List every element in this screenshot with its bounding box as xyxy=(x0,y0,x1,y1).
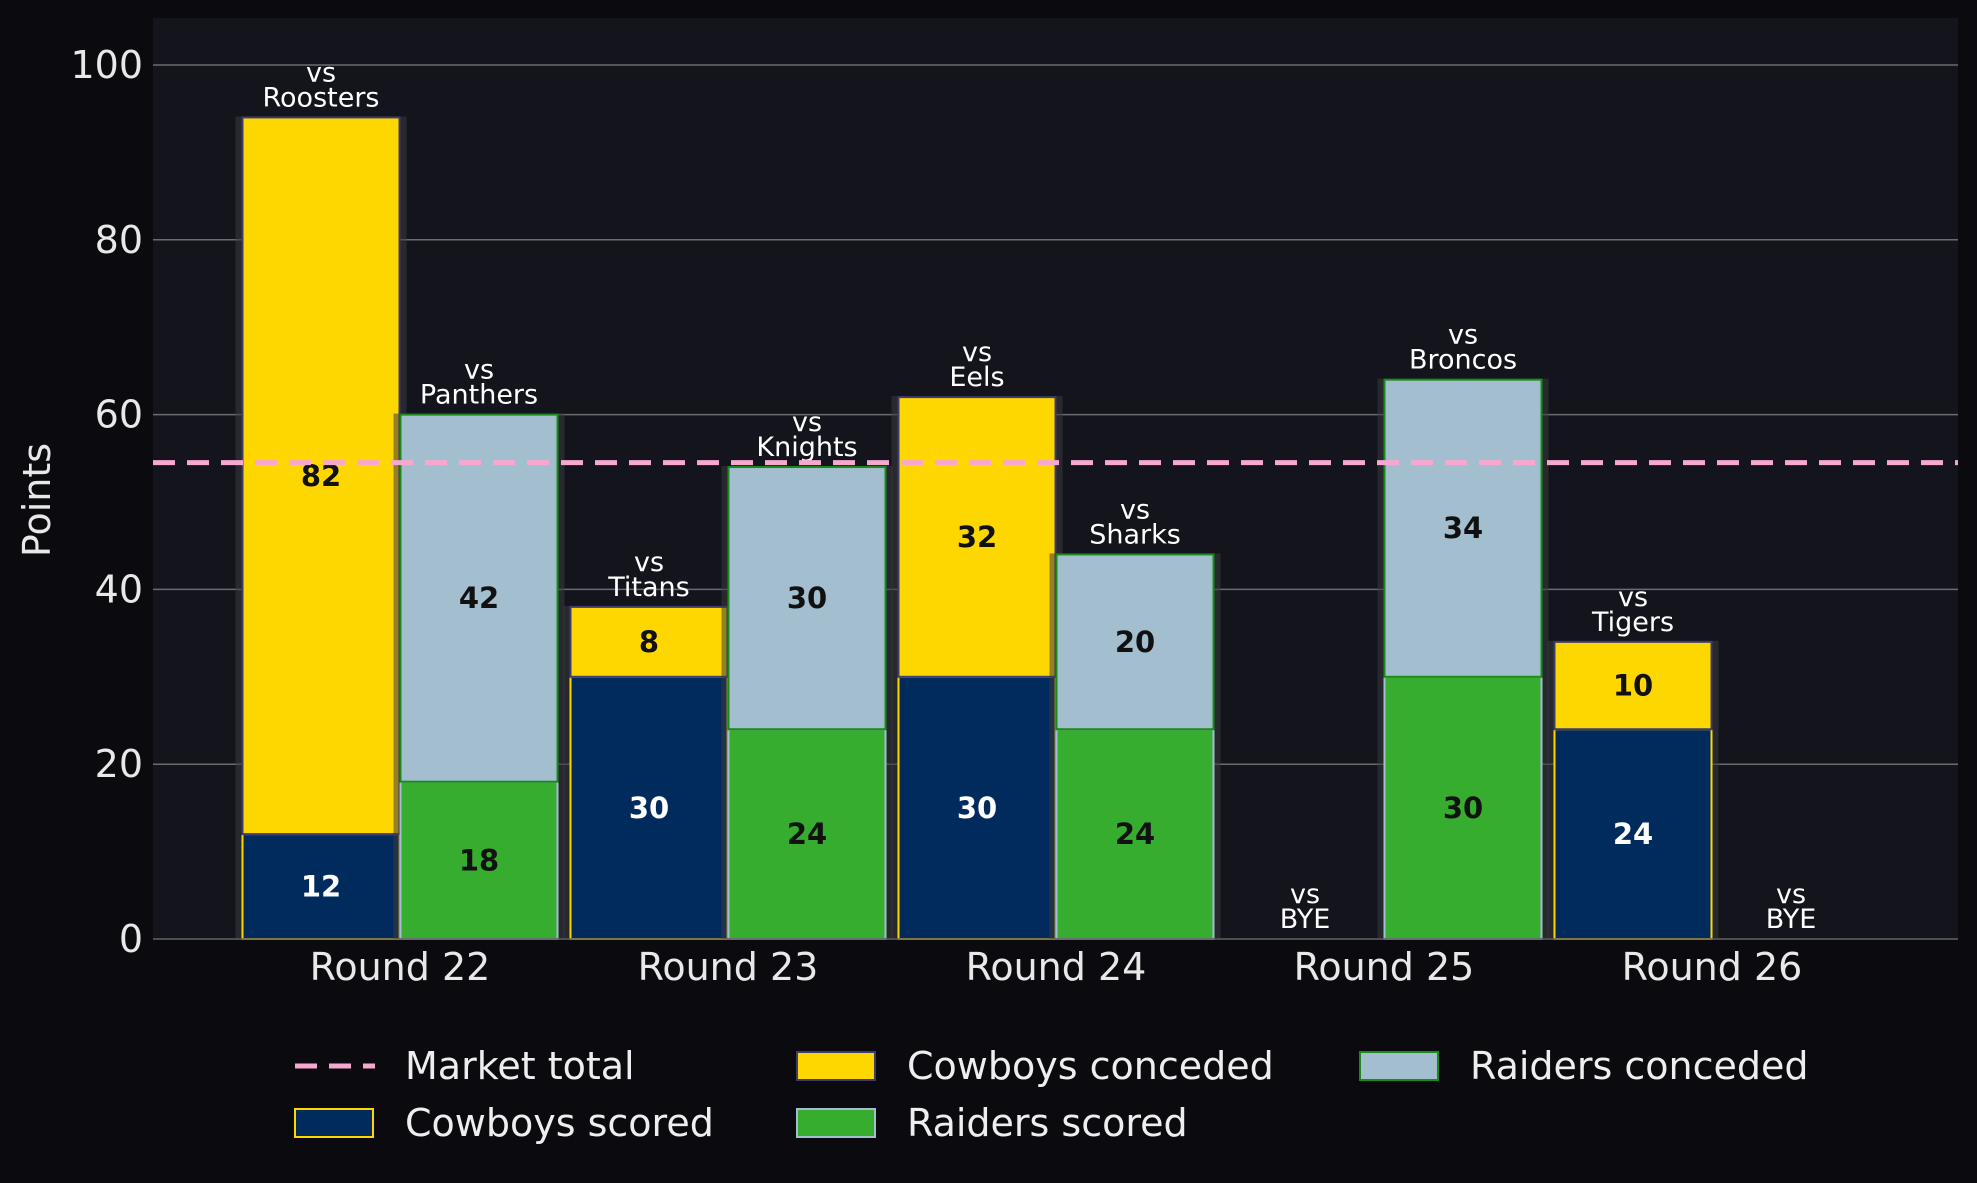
cowboys-scored-value: 24 xyxy=(1613,817,1653,851)
raiders-conceded-bar xyxy=(727,466,887,731)
raiders-scored-value: 18 xyxy=(459,843,499,877)
legend-cowboys-scored-swatch xyxy=(294,1108,374,1138)
cowboys-conceded-value: 32 xyxy=(957,520,997,554)
raiders-opponent-label: vs BYE xyxy=(1766,879,1817,935)
y-tick-label: 60 xyxy=(95,393,143,437)
raiders-opponent-label: vs Knights xyxy=(756,407,857,463)
legend-raiders-scored-label: Raiders scored xyxy=(907,1101,1188,1145)
legend-cowboys-conceded-label: Cowboys conceded xyxy=(907,1044,1274,1088)
raiders-conceded-value: 42 xyxy=(459,581,499,615)
cowboys-scored-value: 12 xyxy=(301,870,341,904)
raiders-opponent-label: vs Panthers xyxy=(420,355,538,411)
cowboys-scored-bar xyxy=(897,675,1057,940)
cowboys-conceded-value: 10 xyxy=(1613,669,1653,703)
cowboys-conceded-value: 8 xyxy=(639,625,659,659)
y-tick-label: 20 xyxy=(95,742,143,786)
raiders-conceded-bar xyxy=(1055,553,1215,731)
bars xyxy=(235,116,1719,940)
legend: Market total Cowboys conceded Raiders conc… xyxy=(294,1044,1809,1145)
raiders-conceded-bar xyxy=(399,413,559,783)
cowboys-opponent-label: vs Titans xyxy=(607,547,689,603)
axes: 0 20 40 60 80 100 Round 22 Round 23 Round 24 Roun… xyxy=(70,43,1958,989)
y-tick-label: 100 xyxy=(70,43,143,87)
y-tick-label: 80 xyxy=(95,218,143,262)
x-tick-label: Round 25 xyxy=(1294,945,1475,989)
cowboys-scored-bar xyxy=(241,833,401,940)
cowboys-opponent-label: vs Eels xyxy=(949,337,1004,393)
legend-raiders-conceded-swatch xyxy=(1359,1051,1439,1081)
legend-cowboys-conceded-swatch xyxy=(796,1051,876,1081)
cowboys-opponent-label: vs Roosters xyxy=(262,57,379,113)
raiders-scored-bar xyxy=(1383,675,1543,940)
y-tick-label: 0 xyxy=(119,917,143,961)
legend-cowboys-scored-label: Cowboys scored xyxy=(405,1101,714,1145)
x-tick-label: Round 22 xyxy=(310,945,491,989)
raiders-conceded-value: 34 xyxy=(1443,511,1483,545)
raiders-scored-bar xyxy=(1055,728,1215,940)
x-tick-label: Round 23 xyxy=(638,945,819,989)
raiders-scored-bar xyxy=(727,728,887,940)
x-tick-label: Round 26 xyxy=(1622,945,1803,989)
y-axis-title: Points xyxy=(15,443,59,557)
cowboys-scored-bar xyxy=(569,675,729,940)
raiders-conceded-value: 30 xyxy=(787,581,827,615)
cowboys-conceded-bar xyxy=(569,605,729,678)
raiders-opponent-label: vs Sharks xyxy=(1089,494,1181,550)
cowboys-opponent-label: vs Tigers xyxy=(1591,582,1674,638)
raiders-conceded-value: 20 xyxy=(1115,625,1155,659)
y-tick-label: 40 xyxy=(95,567,143,611)
cowboys-scored-value: 30 xyxy=(629,791,669,825)
legend-raiders-scored-swatch xyxy=(796,1108,876,1138)
raiders-scored-value: 24 xyxy=(1115,817,1155,851)
cowboys-scored-bar xyxy=(1553,728,1713,940)
legend-market-label: Market total xyxy=(405,1044,635,1088)
cowboys-opponent-label: vs BYE xyxy=(1280,879,1331,935)
cowboys-scored-value: 30 xyxy=(957,791,997,825)
legend-raiders-conceded-label: Raiders conceded xyxy=(1470,1044,1809,1088)
x-tick-label: Round 24 xyxy=(966,945,1147,989)
cowboys-conceded-bar xyxy=(897,396,1057,678)
cowboys-conceded-bar xyxy=(1553,640,1713,731)
raiders-scored-value: 30 xyxy=(1443,791,1483,825)
raiders-scored-value: 24 xyxy=(787,817,827,851)
raiders-conceded-bar xyxy=(1383,378,1543,678)
raiders-opponent-label: vs Broncos xyxy=(1409,320,1517,376)
